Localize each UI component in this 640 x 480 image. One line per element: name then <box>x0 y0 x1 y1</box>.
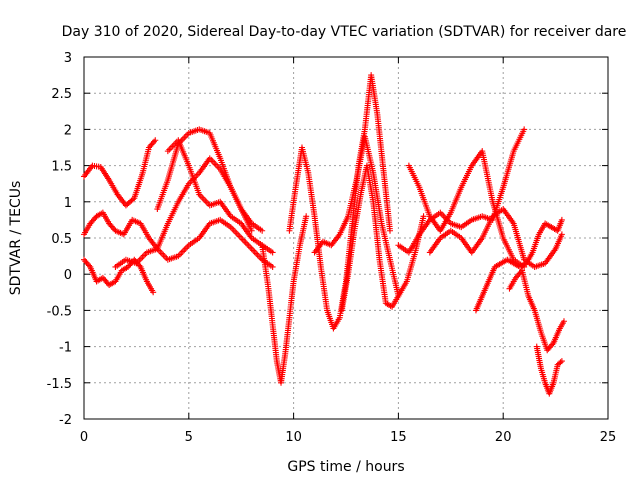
y-tick-label: 1 <box>64 196 72 211</box>
x-tick-label: 15 <box>390 430 407 445</box>
data-point <box>560 318 567 325</box>
data-point <box>558 231 565 238</box>
data-point-fill <box>129 196 136 203</box>
data-point <box>521 126 528 133</box>
series-track-14 <box>472 216 565 314</box>
series-track-15 <box>506 267 567 354</box>
y-tick-label: 3 <box>64 51 72 66</box>
data-point <box>420 213 427 220</box>
data-point <box>387 227 394 234</box>
series-track-9 <box>311 133 427 299</box>
axis-ticks <box>83 56 609 420</box>
data-point <box>150 289 157 296</box>
x-tick-label: 0 <box>80 430 88 445</box>
series-track-16 <box>533 343 565 397</box>
series-track-7 <box>259 213 310 386</box>
data-point <box>152 137 159 144</box>
tick-labels: 0 5 10 15 20 25 -2 -1.5 -1 -0.5 0 0.5 1 1.5 2 2.5 3 <box>47 51 617 445</box>
data-point <box>259 227 266 234</box>
chart-title: Day 310 of 2020, Sidereal Day-to-day VTE… <box>62 24 627 40</box>
data-point-fill <box>549 341 556 348</box>
series-track-5 <box>154 126 266 234</box>
data-point-fill <box>86 262 93 269</box>
x-axis-label: GPS time / hours <box>287 459 404 475</box>
data-point <box>558 358 565 365</box>
data-point <box>248 227 255 234</box>
series-track-6 <box>164 137 276 256</box>
data-marks <box>81 72 567 397</box>
x-tick-label: 5 <box>185 430 193 445</box>
series-track-4 <box>112 216 276 270</box>
series-track-12 <box>405 148 528 270</box>
y-tick-label: -1 <box>59 341 72 356</box>
data-point-fill <box>151 138 158 145</box>
x-tick-label: 10 <box>285 430 302 445</box>
data-point <box>558 216 565 223</box>
series-track-13 <box>426 206 565 270</box>
x-tick-label: 25 <box>600 430 617 445</box>
y-tick-label: 0.5 <box>51 232 72 247</box>
y-axis-label: SDTVAR / TECUs <box>8 181 24 296</box>
y-tick-label: 2 <box>64 123 72 138</box>
data-point <box>303 213 310 220</box>
y-tick-label: -1.5 <box>47 377 72 392</box>
y-tick-label: 2.5 <box>51 87 72 102</box>
data-point <box>269 263 276 270</box>
data-point <box>269 249 276 256</box>
series-track-1 <box>81 137 159 209</box>
data-point-fill <box>557 359 564 366</box>
y-tick-label: -2 <box>59 413 72 428</box>
y-tick-label: -0.5 <box>47 304 72 319</box>
y-tick-label: 0 <box>64 268 72 283</box>
x-tick-label: 20 <box>495 430 512 445</box>
series-track-10 <box>338 162 402 314</box>
data-point <box>395 292 402 299</box>
y-tick-label: 1.5 <box>51 160 72 175</box>
